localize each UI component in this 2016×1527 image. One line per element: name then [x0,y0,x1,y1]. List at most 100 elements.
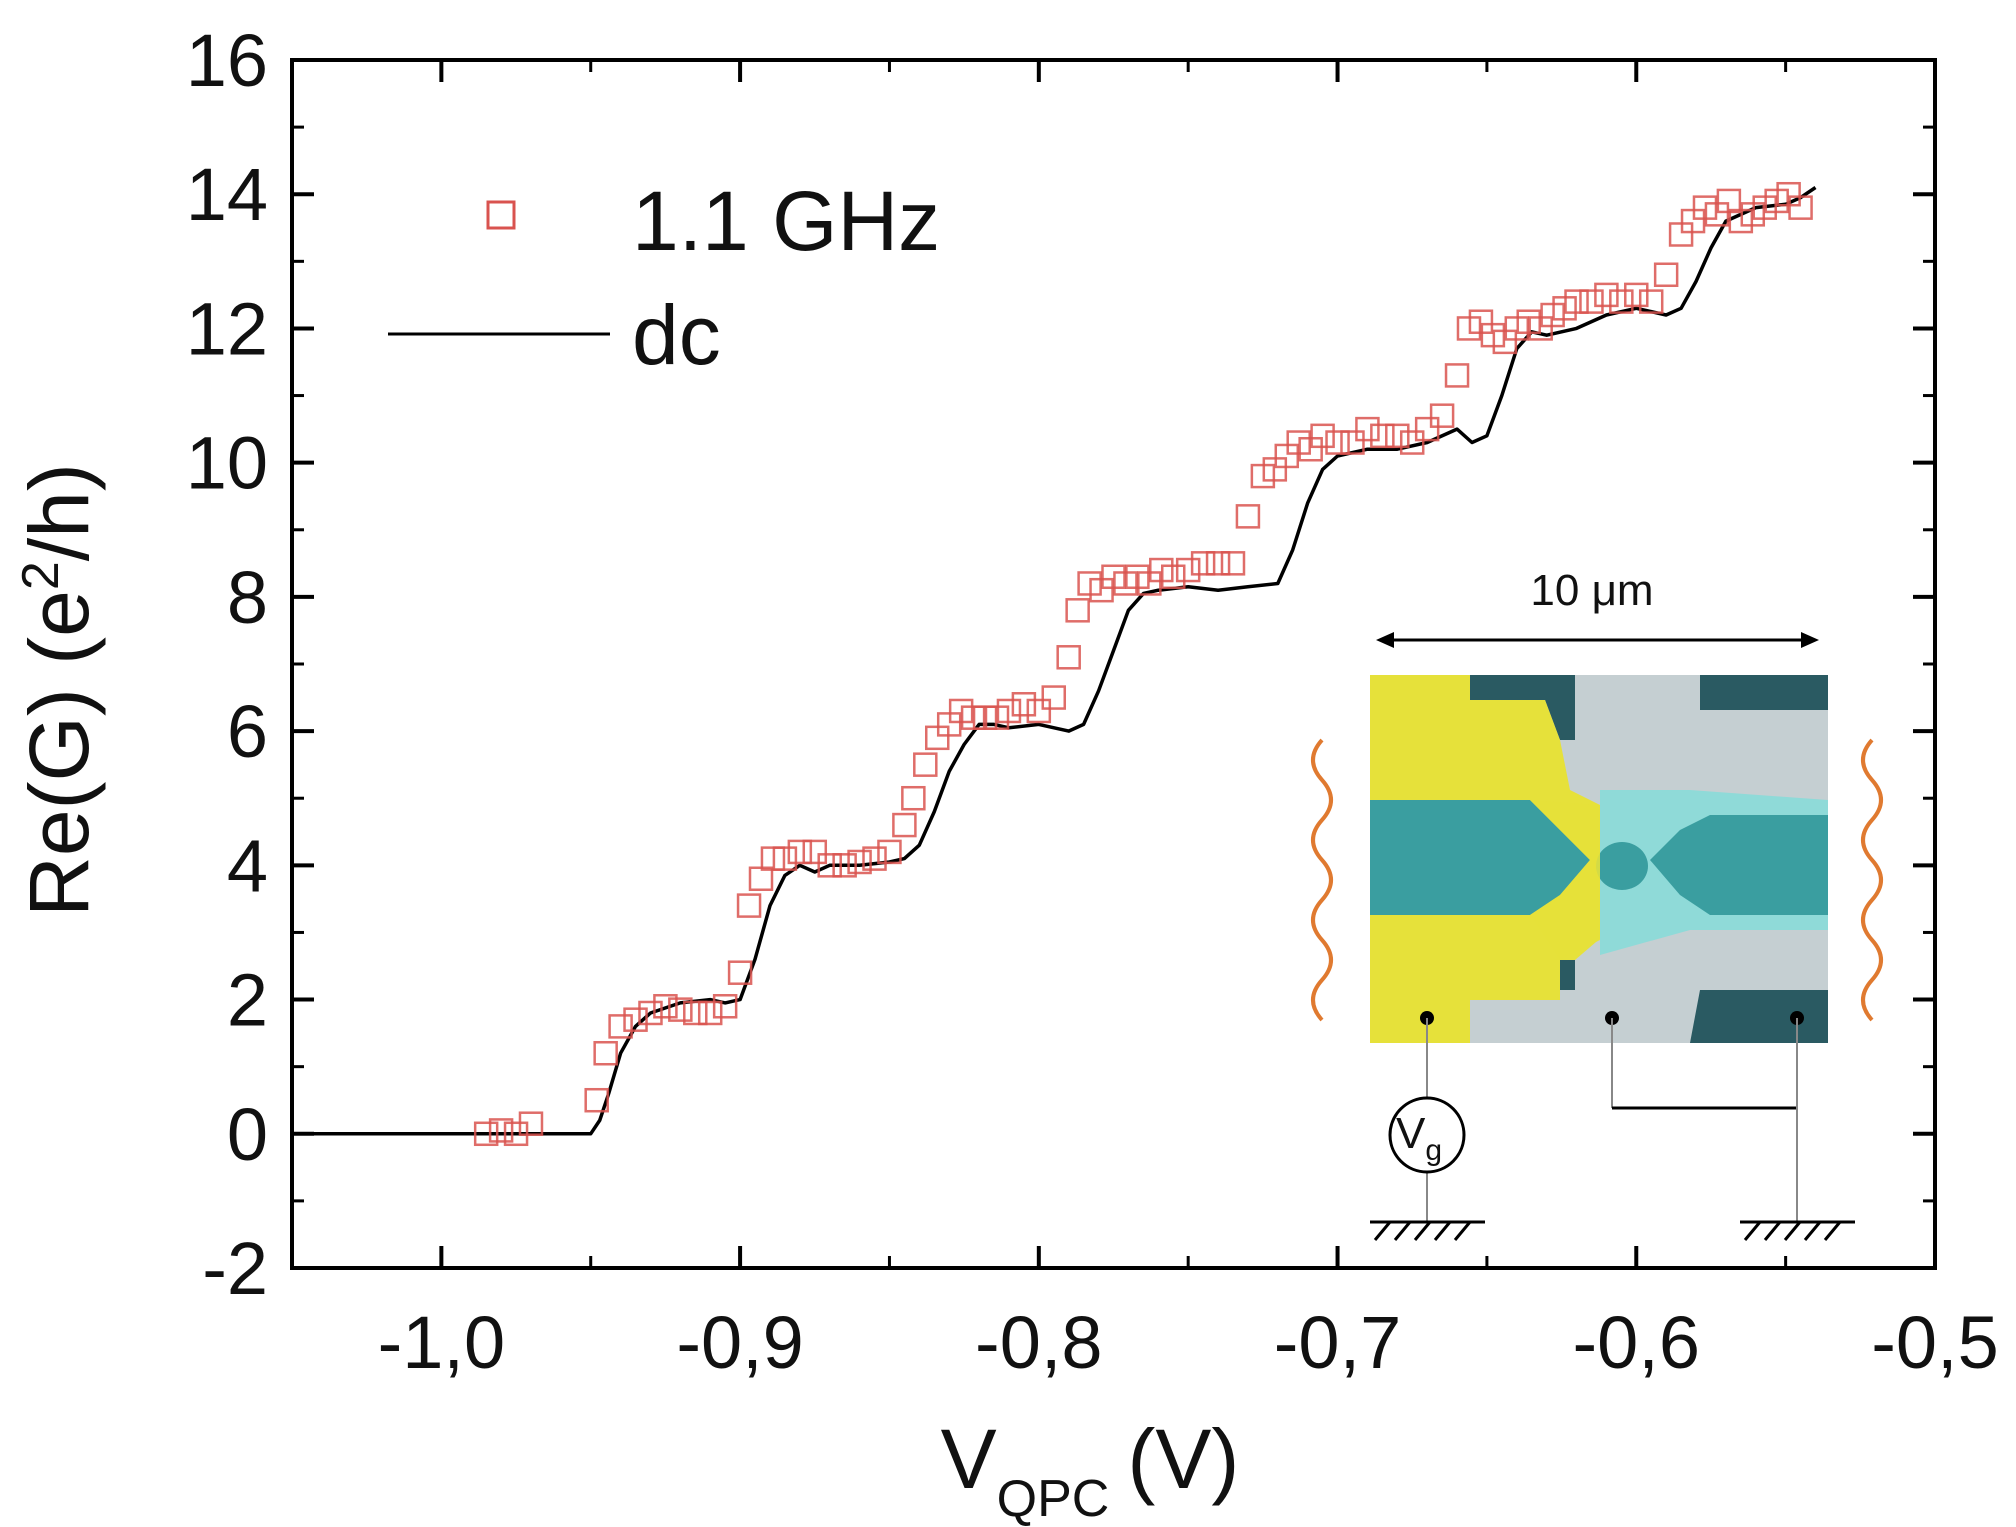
data-point-ghz [1160,564,1186,590]
legend-marker-ghz [486,200,516,230]
data-point-ghz [996,698,1022,724]
legend-label-dc: dc [632,288,721,382]
data-point-ghz [1220,551,1246,576]
data-point-ghz [608,1014,633,1039]
data-point-ghz [1065,598,1090,623]
plot-area-border [290,58,1937,1270]
data-point-ghz [862,846,887,871]
data-point-ghz [1385,423,1410,449]
inset-voltage-label: Vg [1396,1109,1442,1167]
ground-symbol-left [1370,1220,1485,1241]
inset-contact-bottom-right [1575,930,1828,1043]
inset-qpc-dot [1596,842,1648,890]
y-tick-label: 6 [227,690,268,773]
data-point-ghz [727,960,753,985]
data-point-ghz [832,853,857,878]
x-tick-label: -1,0 [378,1301,506,1384]
data-point-ghz [623,1007,648,1032]
inset-mesa-right [1650,815,1828,915]
data-point-ghz [1235,504,1261,529]
inset-contact-top-right [1575,675,1828,790]
data-point-ghz [683,1000,708,1026]
y-tick-label: 16 [186,19,268,102]
data-point-ghz [748,866,774,892]
inset-mesa-channel [1370,800,1590,915]
data-point-ghz [1325,430,1350,455]
data-point-ghz [1444,363,1470,388]
data-point-ghz [1190,551,1216,576]
inset-voltage-sub: g [1425,1134,1442,1167]
data-point-ghz [1579,289,1604,314]
data-point-ghz [877,839,902,865]
data-point-ghz [892,812,917,838]
ticks [292,58,1937,1270]
data-point-ghz [1026,698,1052,724]
x-tick-label: -0,6 [1573,1301,1701,1384]
y-axis-title-tail: /h) [12,463,106,561]
y-tick-label: 2 [227,959,268,1042]
data-point-ghz [736,893,762,918]
data-point-ghz [802,839,828,865]
data-point-ghz [653,994,678,1019]
series-layer [292,181,1817,1147]
inset-scale-arrow-left [1376,632,1394,648]
data-point-ghz [1041,685,1067,710]
y-tick-label: 14 [186,153,268,236]
ground-symbol-right [1740,1220,1855,1241]
data-point-ghz [787,839,813,865]
inset-wave-left [1311,738,1333,1022]
y-axis-title-main: Re(G) (e [12,590,106,917]
y-axis-title-sup: 2 [12,561,70,590]
data-point-ghz [697,1000,723,1026]
y-tick-label: 4 [227,824,268,907]
tick-labels: -1,0 -0,9 -0,8 -0,7 -0,6 -0,5 -2 0 2 4 6 8 10 12 14 16 [186,19,1999,1384]
data-point-ghz [1638,289,1664,314]
x-axis-title: VQPC (V) [941,1412,1240,1527]
axes-frame [290,58,1937,1270]
data-point-ghz [1340,430,1365,455]
data-point-ghz [1399,430,1425,455]
x-axis-title-sub: QPC [997,1470,1110,1527]
data-point-ghz [1653,262,1679,288]
data-point-ghz [1011,692,1037,717]
inset-voltage-main: V [1396,1109,1426,1158]
data-point-ghz [518,1111,544,1136]
data-point-ghz [1205,551,1231,576]
x-tick-label: -0,8 [975,1301,1103,1384]
data-point-ghz [817,853,842,878]
data-point-ghz [1609,289,1634,314]
data-point-ghz [638,1000,663,1026]
data-point-ghz [593,1040,618,1066]
x-tick-label: -0,5 [1871,1301,1999,1384]
data-point-ghz [1594,282,1619,308]
inset-device: 10 μm Vg [1311,566,1883,1241]
data-point-ghz [913,752,938,777]
data-point-ghz [1355,416,1380,442]
data-point-ghz [847,849,872,875]
legend: 1.1 GHz dc [388,174,940,382]
x-axis-title-unit: (V) [1127,1412,1239,1506]
y-tick-label: 10 [186,422,268,505]
legend-label-ghz: 1.1 GHz [632,174,940,268]
data-point-ghz [1564,289,1589,314]
data-point-ghz [1056,645,1081,670]
data-point-ghz [901,785,926,811]
data-point-ghz [1429,403,1455,428]
data-point-ghz [712,994,738,1019]
y-tick-label: -2 [202,1227,268,1310]
data-point-ghz [473,1121,499,1147]
data-point-ghz [1788,195,1813,220]
data-point-ghz [772,846,798,871]
inset-gate-overlay [1530,800,1600,960]
x-axis-title-main: V [941,1412,997,1506]
inset-scale-label: 10 μm [1530,566,1653,615]
y-tick-label: 8 [227,556,268,639]
y-tick-label: 12 [186,287,268,370]
data-point-ghz [1175,557,1201,583]
data-point-ghz [1310,423,1335,449]
data-point-ghz [584,1087,609,1113]
y-axis-title: Re(G) (e2/h) [12,463,106,917]
x-tick-label: -0,7 [1274,1301,1402,1384]
inset-wave-right [1861,738,1883,1022]
